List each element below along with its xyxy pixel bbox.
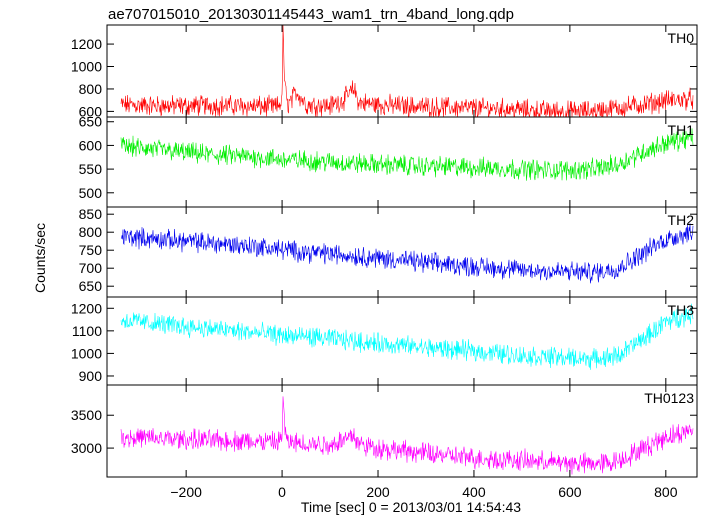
y-tick-label: 550 bbox=[79, 161, 103, 177]
panel-label-th3: TH3 bbox=[668, 302, 695, 318]
y-tick-label: 1000 bbox=[71, 59, 102, 75]
y-tick-label: 500 bbox=[79, 185, 103, 201]
panel-frame bbox=[106, 116, 698, 208]
panel-frame bbox=[106, 206, 698, 298]
x-axis-label: Time [sec] 0 = 2013/03/01 14:54:43 bbox=[301, 499, 521, 515]
x-tick-label: 800 bbox=[654, 484, 678, 500]
series-line-th2 bbox=[120, 223, 694, 284]
series-line-th3 bbox=[120, 303, 694, 370]
x-tick-label: 0 bbox=[278, 484, 286, 500]
y-tick-label: 1100 bbox=[72, 323, 102, 339]
x-tick-label: −200 bbox=[170, 484, 202, 500]
y-tick-label: 600 bbox=[79, 137, 103, 153]
panel-th3: 900 1000 1100 1200 TH3 bbox=[71, 296, 698, 386]
y-tick-label: 800 bbox=[79, 81, 103, 97]
x-tick-label: 400 bbox=[462, 484, 486, 500]
panel-label-th0: TH0 bbox=[668, 30, 695, 46]
y-tick-label: 1000 bbox=[71, 345, 102, 361]
y-tick-label: 750 bbox=[79, 242, 103, 258]
panel-th0: 600 800 1000 1200 TH0 bbox=[71, 24, 698, 119]
series-line-th0123 bbox=[120, 396, 694, 475]
y-tick-label: 650 bbox=[79, 114, 103, 130]
y-tick-label: 650 bbox=[79, 278, 103, 294]
series-line-th1 bbox=[120, 128, 694, 181]
panel-th2: 650 700 750 800 850 TH2 bbox=[79, 206, 698, 298]
y-tick-label: 1200 bbox=[71, 36, 102, 52]
panel-th1: 500 550 600 650 TH1 bbox=[79, 114, 698, 208]
x-axis: −200 0 200 400 600 800 bbox=[170, 484, 677, 500]
x-tick-label: 600 bbox=[558, 484, 582, 500]
y-axis-label: Counts/sec bbox=[32, 223, 48, 293]
x-tick-label: 200 bbox=[366, 484, 390, 500]
y-tick-label: 3000 bbox=[71, 440, 102, 456]
panel-label-th2: TH2 bbox=[668, 212, 695, 228]
chart-title: ae707015010_20130301145443_wam1_trn_4ban… bbox=[108, 6, 514, 23]
panel-frame bbox=[106, 384, 698, 478]
panel-th0123: 3000 3500 TH0123 bbox=[71, 384, 698, 478]
series-line-th0 bbox=[120, 24, 694, 118]
panel-frame bbox=[106, 296, 698, 386]
y-tick-label: 1200 bbox=[71, 300, 102, 316]
y-tick-label: 900 bbox=[79, 368, 103, 384]
y-tick-label: 700 bbox=[79, 260, 103, 276]
panel-label-th1: TH1 bbox=[668, 122, 695, 138]
panel-label-th0123: TH0123 bbox=[644, 390, 694, 406]
y-tick-label: 3500 bbox=[71, 407, 102, 423]
y-tick-label: 600 bbox=[79, 103, 103, 119]
y-tick-label: 800 bbox=[79, 224, 103, 240]
y-tick-label: 850 bbox=[79, 206, 103, 222]
